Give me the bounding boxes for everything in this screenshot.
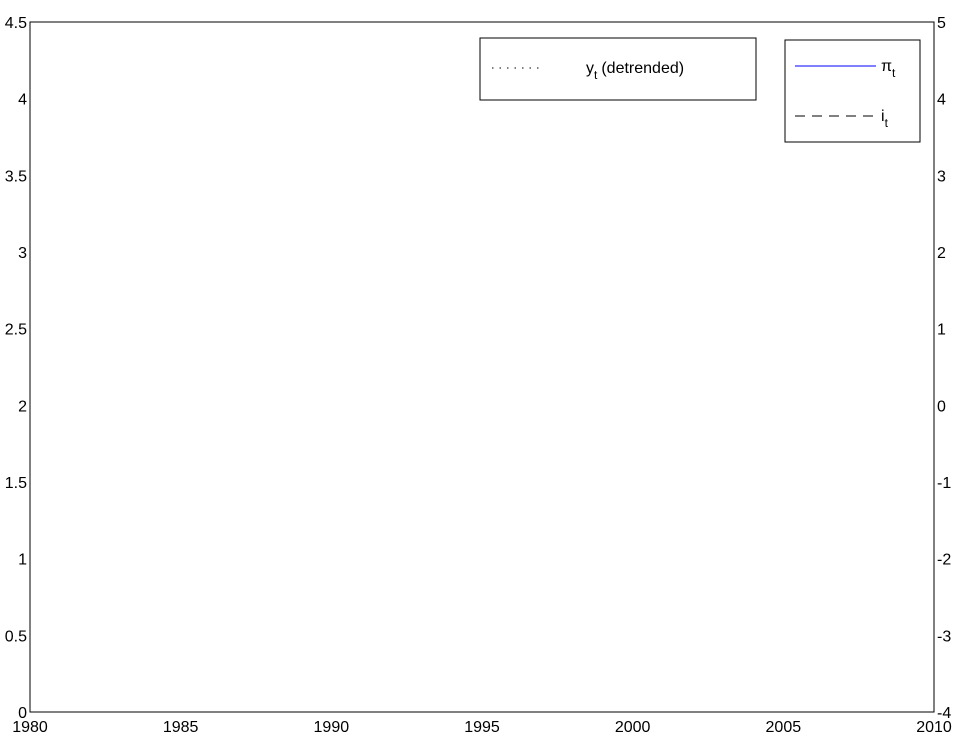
y2-tick-label: 3 [937, 168, 946, 185]
legend-subscript: t [885, 116, 889, 130]
y-tick-label: 0 [18, 705, 27, 722]
y-tick-label: 0.5 [5, 628, 27, 645]
y2-tick-label: -1 [937, 475, 951, 492]
y2-tick-label: -3 [937, 628, 951, 645]
legend-subscript: t [594, 68, 598, 82]
x-tick-label: 1995 [464, 719, 500, 736]
y2-tick-label: 2 [937, 245, 946, 262]
x-tick-label: 2000 [615, 719, 651, 736]
y-tick-label: 3.5 [5, 168, 27, 185]
y-tick-label: 2.5 [5, 322, 27, 339]
x-tick-label: 2010 [916, 719, 952, 736]
y2-tick-label: -2 [937, 552, 951, 569]
y2-tick-label: 1 [937, 322, 946, 339]
y-tick-label: 1 [18, 552, 27, 569]
legend-name: i [881, 108, 885, 125]
legend-box [784, 39, 921, 143]
x-tick-label: 1985 [163, 719, 199, 736]
legend-box [479, 37, 757, 101]
legend-label: πt [881, 58, 896, 80]
plot-frame [29, 21, 935, 713]
x-tick-label: 1980 [12, 719, 48, 736]
y2-tick-label: 5 [937, 15, 946, 32]
y-tick-label: 1.5 [5, 475, 27, 492]
y2-tick-label: -4 [937, 705, 951, 722]
legend: yt (detrended) [479, 37, 757, 101]
y2-tick-label: 0 [937, 398, 946, 415]
y-tick-label: 3 [18, 245, 27, 262]
legend-label: it [881, 108, 889, 130]
y2-tick-label: 4 [937, 92, 946, 109]
y-tick-label: 4.5 [5, 15, 27, 32]
legend-subscript: t [892, 66, 896, 80]
y-tick-label: 4 [18, 92, 27, 109]
legend-name: y [586, 60, 594, 77]
x-tick-label: 1990 [314, 719, 350, 736]
legend-name: π [881, 58, 892, 75]
legend-suffix: (detrended) [601, 60, 684, 77]
legend-label: yt (detrended) [586, 60, 684, 82]
y-tick-label: 2 [18, 398, 27, 415]
x-tick-label: 2005 [766, 719, 802, 736]
